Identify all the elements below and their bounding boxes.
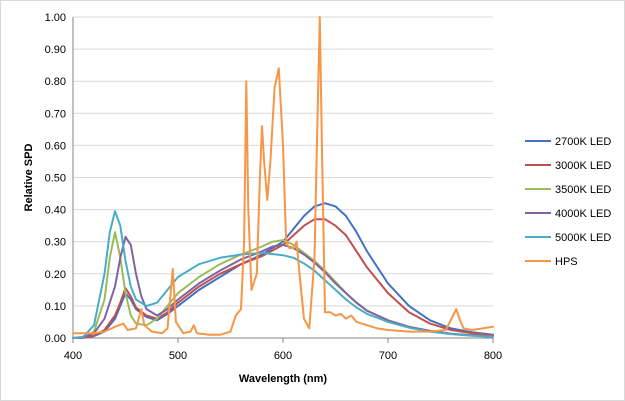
y-tick-label: 0.70 [45, 108, 66, 120]
legend-label-hps: HPS [555, 256, 578, 268]
y-tick-label: 0.80 [45, 76, 66, 88]
series-line-3500k-led [72, 231, 494, 339]
y-tick-label: 0.60 [45, 140, 66, 152]
y-tick-label: 0.00 [45, 333, 66, 345]
legend-label-3000k-led: 3000K LED [555, 160, 611, 172]
y-tick-label: 0.40 [45, 205, 66, 217]
y-tick-label: 0.20 [45, 269, 66, 281]
x-tick-label: 400 [64, 350, 82, 362]
x-tick-label: 700 [379, 350, 397, 362]
x-tick-label: 600 [274, 350, 292, 362]
y-tick-label: 1.00 [45, 12, 66, 24]
legend-label-4000k-led: 4000K LED [555, 208, 611, 220]
legend-label-2700k-led: 2700K LED [555, 136, 611, 148]
legend-label-5000k-led: 5000K LED [555, 232, 611, 244]
y-tick-label: 0.30 [45, 237, 66, 249]
y-tick-label: 0.50 [45, 173, 66, 185]
legend-label-3500k-led: 3500K LED [555, 184, 611, 196]
y-axis-title: Relative SPD [23, 144, 35, 212]
series-line-3000k-led [72, 218, 494, 339]
x-tick-label: 500 [169, 350, 187, 362]
series-line-5000k-led [72, 210, 494, 339]
x-axis-title: Wavelength (nm) [239, 373, 328, 385]
series-line-2700k-led [72, 202, 494, 339]
x-tick-label: 800 [484, 350, 502, 362]
y-tick-label: 0.10 [45, 301, 66, 313]
series-line-hps [72, 16, 494, 336]
y-tick-label: 0.90 [45, 44, 66, 56]
